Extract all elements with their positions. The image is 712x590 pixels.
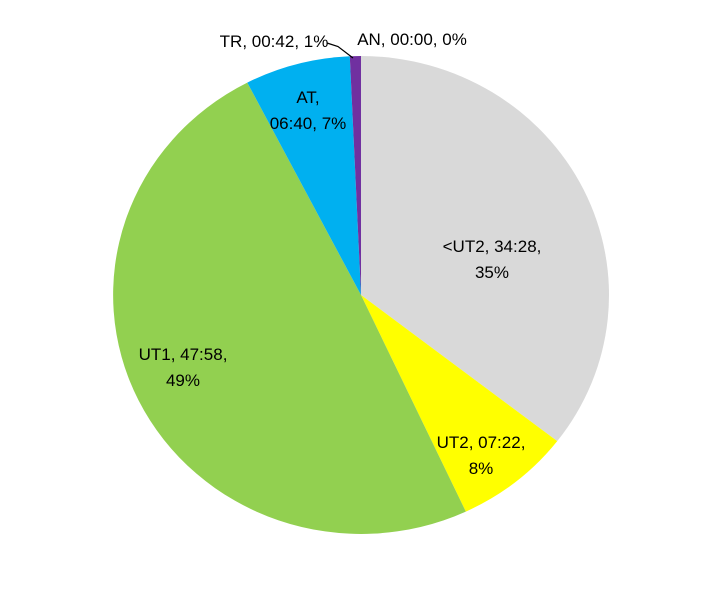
tr-label-leader-line <box>326 42 354 59</box>
pie-slice-tr <box>349 55 361 295</box>
slice-label-line: 06:40, 7% <box>269 114 347 133</box>
slice-label-line: <UT2, 34:28, <box>442 237 542 256</box>
slice-label-tr: TR, 00:42, 1% <box>220 29 329 55</box>
pie-slice-ut2 <box>361 56 610 442</box>
slice-label-line: 49% <box>165 371 201 390</box>
slice-label-line: AN, 00:00, 0% <box>357 30 467 49</box>
slice-label-line: UT2, 07:22, <box>436 433 526 452</box>
slice-label-lt-ut2: <UT2, 34:28, 35% <box>443 234 542 286</box>
pie-slice-ut1 <box>113 82 466 534</box>
slice-label-ut1: UT1, 47:58, 49% <box>139 342 228 394</box>
slice-label-line: AT, <box>296 88 320 107</box>
slice-label-ut2: UT2, 07:22, 8% <box>437 430 526 482</box>
pie-slice-at <box>247 56 361 295</box>
slice-label-line: 8% <box>468 459 494 478</box>
slice-label-line: TR, 00:42, 1% <box>219 32 329 51</box>
pie-slice-ut2 <box>361 295 558 512</box>
slice-label-at: AT, 06:40, 7% <box>270 85 347 137</box>
slice-label-an: AN, 00:00, 0% <box>357 27 467 53</box>
pie-slices <box>113 55 610 534</box>
slice-label-line: 35% <box>474 263 510 282</box>
slice-label-line: UT1, 47:58, <box>138 345 228 364</box>
